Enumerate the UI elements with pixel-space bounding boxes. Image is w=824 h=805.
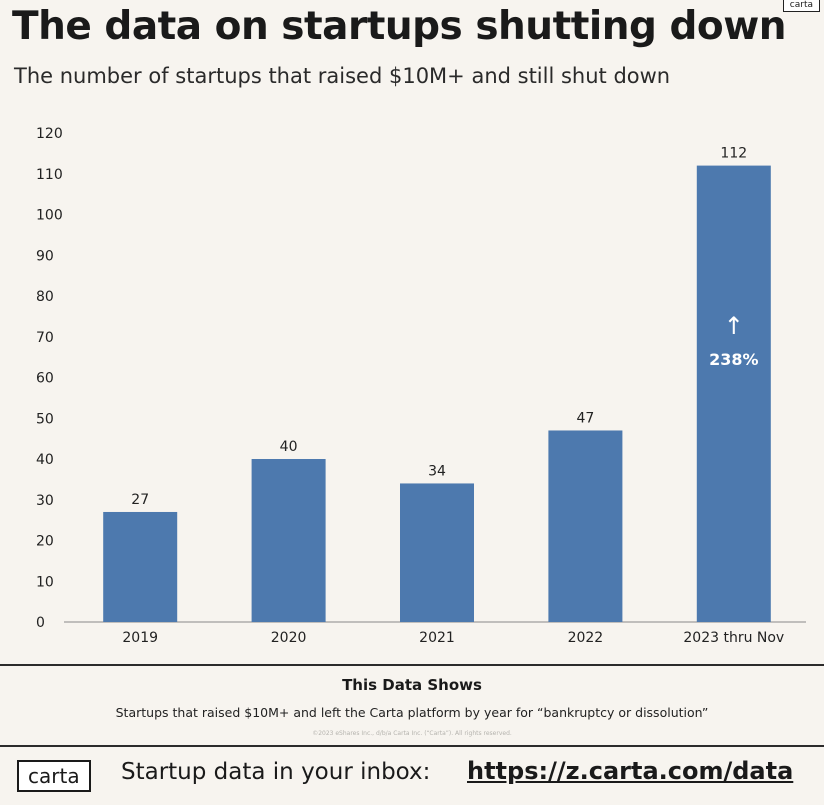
y-tick-label: 0 bbox=[36, 615, 45, 631]
data-shows-title: This Data Shows bbox=[342, 676, 482, 694]
x-tick-label: 2019 bbox=[122, 630, 158, 646]
bar-2021 bbox=[400, 483, 474, 622]
y-tick-label: 20 bbox=[36, 534, 54, 550]
y-tick-label: 120 bbox=[36, 126, 63, 142]
carta-logo: carta bbox=[17, 760, 91, 792]
x-tick-label: 2020 bbox=[271, 630, 307, 646]
x-tick-label: 2023 thru Nov bbox=[683, 630, 784, 646]
data-label: 34 bbox=[428, 463, 446, 479]
bar-2020 bbox=[251, 459, 326, 622]
y-tick-label: 30 bbox=[36, 493, 54, 509]
y-tick-label: 40 bbox=[36, 452, 54, 468]
data-shows-description: Startups that raised $10M+ and left the … bbox=[115, 705, 709, 720]
x-tick-label: 2021 bbox=[419, 630, 455, 646]
newsletter-cta: Startup data in your inbox: bbox=[121, 759, 431, 785]
y-tick-label: 70 bbox=[36, 330, 54, 346]
chart-title: The data on startups shutting down bbox=[12, 4, 787, 49]
y-tick-label: 10 bbox=[36, 574, 54, 590]
y-tick-label: 50 bbox=[36, 411, 54, 427]
bar-2022 bbox=[548, 430, 623, 622]
bar-2023-thru-nov bbox=[696, 165, 771, 622]
y-tick-label: 60 bbox=[36, 371, 54, 387]
divider-top bbox=[0, 664, 824, 666]
x-tick-label: 2022 bbox=[568, 630, 604, 646]
divider-bottom bbox=[0, 745, 824, 747]
chart-subtitle: The number of startups that raised $10M+… bbox=[14, 64, 671, 88]
y-tick-label: 110 bbox=[36, 167, 63, 183]
y-tick-label: 80 bbox=[36, 289, 54, 305]
up-arrow-icon: ↑ bbox=[724, 312, 744, 340]
growth-annotation: 238% bbox=[709, 350, 758, 369]
copyright-note: ©2023 eShares Inc., d/b/a Carta Inc. (“C… bbox=[312, 730, 512, 737]
newsletter-link[interactable]: https://z.carta.com/data bbox=[467, 757, 794, 785]
data-label: 112 bbox=[720, 146, 747, 162]
y-tick-label: 90 bbox=[36, 248, 54, 264]
bar-chart: 0 10 20 30 40 50 60 70 80 90 100 110 120 27 2019 40 2020… bbox=[36, 126, 806, 646]
data-label: 47 bbox=[576, 410, 594, 426]
data-label: 27 bbox=[131, 492, 149, 508]
y-tick-label: 100 bbox=[36, 208, 63, 224]
bar-2019 bbox=[103, 511, 178, 622]
carta-logo-small: carta bbox=[782, 0, 820, 12]
data-label: 40 bbox=[280, 439, 298, 455]
